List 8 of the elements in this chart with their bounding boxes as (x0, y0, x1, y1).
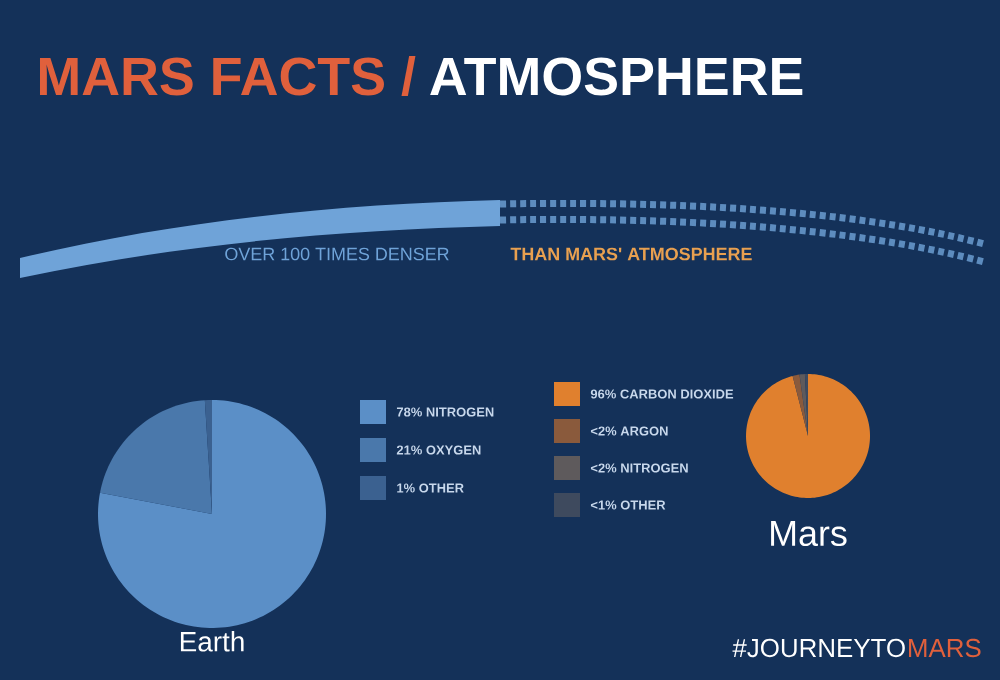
text: Earth (180, 631, 244, 652)
text: OVER 100 TIMES DENSER (225, 247, 449, 261)
text: THAN MARS' ATMOSPHERE (510, 247, 752, 261)
text: #JOURNEYTO (732, 638, 905, 658)
text: MARS FACTS / (39, 55, 416, 97)
text: Mars (771, 521, 847, 547)
text: ATMOSPHERE (430, 57, 803, 96)
text: MARS (909, 638, 981, 658)
